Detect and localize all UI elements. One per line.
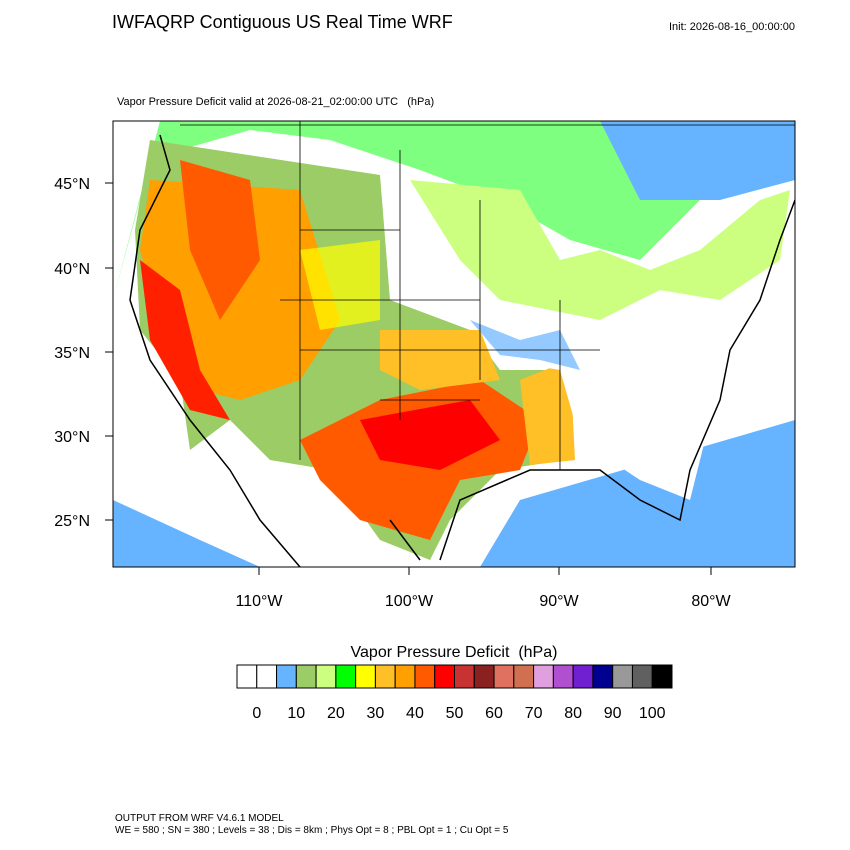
colorbar-label: 60	[485, 705, 503, 722]
colorbar-swatch	[592, 664, 614, 689]
lat-label: 30°N	[54, 429, 90, 446]
colorbar-label: 30	[367, 705, 385, 722]
lon-label: 100°W	[385, 593, 434, 610]
colorbar-swatch	[631, 664, 653, 689]
colorbar-swatch	[335, 664, 357, 689]
colorbar-label: 0	[252, 705, 261, 722]
colorbar-swatch	[552, 664, 574, 689]
colorbar-swatch	[276, 664, 297, 689]
colorbar-swatch	[394, 664, 416, 689]
colorbar-label: 80	[564, 705, 582, 722]
colorbar-swatch	[612, 664, 633, 689]
colorbar-swatch	[236, 664, 258, 689]
colorbar-swatch	[651, 664, 673, 689]
map-field	[113, 121, 795, 567]
colorbar-swatch	[513, 664, 535, 689]
colorbar-swatch	[434, 664, 455, 689]
colorbar-swatch	[374, 664, 396, 689]
colorbar-swatch	[572, 664, 594, 689]
colorbar-swatch	[315, 664, 337, 689]
colorbar-label: 50	[446, 705, 464, 722]
colorbar-swatch	[256, 664, 278, 689]
lon-axis: 110°W 100°W 90°W 80°W	[235, 567, 732, 610]
lon-label: 110°W	[235, 593, 283, 610]
colorbar-label: 20	[327, 705, 345, 722]
lon-label: 90°W	[539, 593, 579, 610]
colorbar-swatch	[295, 664, 317, 689]
colorbar-title: Vapor Pressure Deficit (hPa)	[351, 644, 558, 661]
colorbar-label: 90	[604, 705, 622, 722]
colorbar-label: 40	[406, 705, 424, 722]
lat-axis: 45°N 40°N 35°N 30°N 25°N	[54, 176, 113, 530]
colorbar-swatch	[454, 664, 475, 689]
colorbar-swatch	[493, 664, 515, 689]
colorbar-label: 100	[639, 705, 666, 722]
footer-line: WE = 580 ; SN = 380 ; Levels = 38 ; Dis …	[115, 825, 509, 836]
lat-label: 45°N	[54, 176, 90, 193]
colorbar: 0 10 20 30 40 50 60 70 80 90 100	[236, 664, 673, 722]
title: IWFAQRP Contiguous US Real Time WRF	[112, 12, 453, 32]
colorbar-swatch	[355, 664, 376, 689]
lat-label: 25°N	[54, 513, 90, 530]
lat-label: 40°N	[54, 261, 90, 278]
lat-label: 35°N	[54, 345, 90, 362]
lon-label: 80°W	[691, 593, 731, 610]
subtitle: Vapor Pressure Deficit valid at 2026-08-…	[117, 96, 434, 108]
colorbar-swatch	[414, 664, 436, 689]
colorbar-swatch	[473, 664, 495, 689]
footer-line: OUTPUT FROM WRF V4.6.1 MODEL	[115, 813, 284, 824]
colorbar-label: 70	[525, 705, 543, 722]
init-time: Init: 2026-08-16_00:00:00	[669, 21, 795, 33]
colorbar-label: 10	[287, 705, 305, 722]
colorbar-swatch	[533, 664, 554, 689]
map-frame	[112, 120, 796, 568]
